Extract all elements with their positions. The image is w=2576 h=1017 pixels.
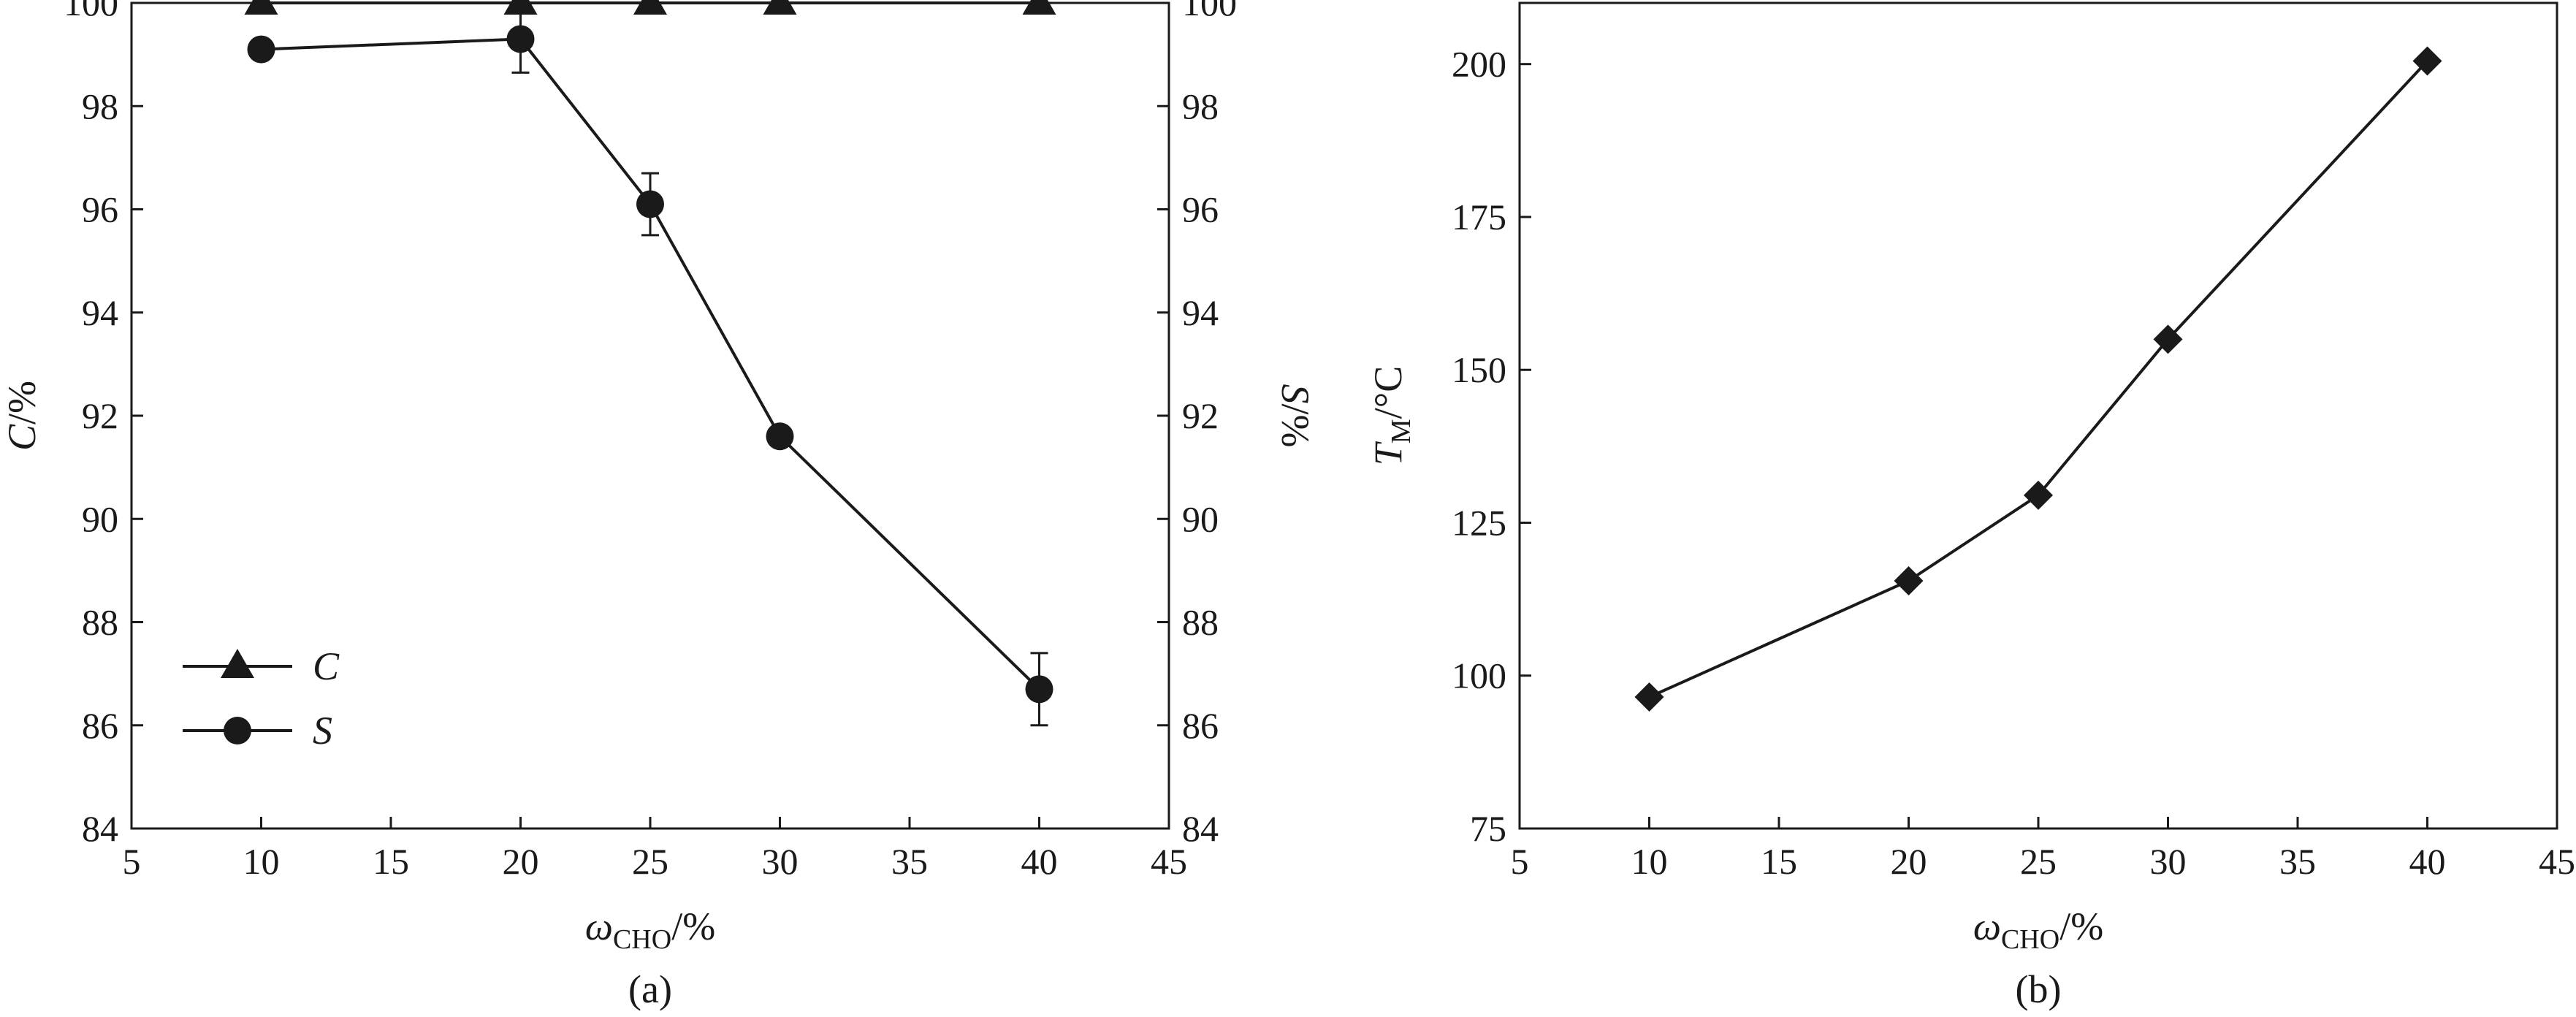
panel-a-y-right-tick-label: 90: [1182, 498, 1219, 539]
panel-a-y-right-tick-label: 100: [1182, 0, 1237, 23]
panel-b-x-tick-label: 25: [2020, 841, 2057, 882]
panel-a-line-s: [261, 37, 1040, 690]
panel-a-y-tick-label: 86: [82, 705, 118, 746]
panel-a-x-tick-label: 10: [243, 841, 280, 882]
panel-b-y-tick-label: 75: [1470, 808, 1506, 849]
panel-a-series: [244, 0, 1056, 727]
panel-a-point-c: [763, 0, 797, 15]
panel-b-x-tick-label: 30: [2150, 841, 2187, 882]
plot-frame-b: [1518, 1, 2558, 830]
panel-b: 5 10 15 20 25 30 35 40 45 75 100 125 150 175 200 TM/°C…: [1366, 1, 2575, 1011]
panel-a-caption: (a): [628, 967, 672, 1011]
panel-a-y-right-tick-label: 98: [1182, 85, 1219, 126]
legend-label-s: S: [313, 709, 332, 753]
legend-circle-marker: [224, 717, 251, 744]
panel-b-x-tick-label: 10: [1631, 841, 1668, 882]
panel-a-point-s: [506, 25, 535, 53]
panel-a-y-right-tick-label: 84: [1182, 808, 1219, 849]
panel-a-y-left-var: C: [0, 424, 44, 451]
panel-b-x-tick-label: 45: [2539, 841, 2575, 882]
legend-item-s: S: [183, 709, 332, 753]
panel-b-x-tick-label: 35: [2279, 841, 2316, 882]
panel-b-y-tick-label: 125: [1452, 502, 1506, 543]
panel-b-ticks: 5 10 15 20 25 30 35 40 45 75 100 125 150 175 200: [1452, 44, 2575, 882]
panel-a-x-tick-label: 15: [373, 841, 409, 882]
panel-a-y-tick-label: 84: [82, 808, 118, 849]
panel-b-x-var: ω: [1973, 904, 2001, 948]
panel-a-x-tick-label: 40: [1021, 841, 1058, 882]
panel-a-y-tick-label: 92: [82, 395, 118, 436]
panel-a-y-tick-label: 96: [82, 189, 118, 230]
panel-b-x-tick-label: 20: [1891, 841, 1927, 882]
panel-a-x-tick-label: 25: [632, 841, 668, 882]
panel-a-x-tick-label: 5: [123, 841, 141, 882]
panel-b-y-label: TM/°C: [1366, 366, 1417, 465]
panel-a-y-right-tick-label: 92: [1182, 395, 1219, 436]
panel-b-point-series0: [2024, 480, 2053, 510]
panel-a-y-right-tick-label: 96: [1182, 189, 1219, 230]
panel-a-y-tick-label: 100: [64, 0, 118, 23]
panel-a-point-c: [1022, 0, 1056, 15]
panel-a-x-tick-label: 30: [762, 841, 799, 882]
panel-b-x-label: ωCHO/%: [1973, 904, 2103, 955]
panel-a-point-s: [1025, 675, 1053, 704]
panel-a-y-right-label: S/%: [1273, 384, 1317, 448]
panel-a-y-tick-label: 94: [82, 292, 118, 333]
panel-a-x-sub: CHO: [613, 924, 671, 955]
panel-a-y-right-unit: /%: [1273, 404, 1317, 448]
panel-b-y-tick-label: 150: [1452, 349, 1506, 390]
panel-a-y-right-var: S: [1273, 384, 1317, 404]
panel-b-x-sub: CHO: [2001, 924, 2059, 955]
panel-a-x-unit: /%: [671, 904, 715, 948]
panel-b-y-unit: /°C: [1366, 366, 1410, 419]
panel-a-point-c: [244, 0, 278, 15]
panel-a-x-tick-label: 45: [1151, 841, 1187, 882]
panel-b-y-var: T: [1366, 441, 1410, 465]
panel-b-series: [1634, 46, 2442, 712]
legend-item-c: C: [183, 644, 340, 688]
panel-b-x-tick-label: 5: [1511, 841, 1529, 882]
panel-b-y-tick-label: 200: [1452, 44, 1506, 85]
panel-a-point-s: [636, 190, 664, 218]
panel-a-x-label: ωCHO/%: [585, 904, 715, 955]
panel-a-x-tick-label: 20: [503, 841, 539, 882]
panel-a-y-right-tick-label: 88: [1182, 602, 1219, 643]
panel-a-y-tick-label: 88: [82, 602, 118, 643]
panel-b-point-series0: [1894, 566, 1924, 595]
panel-a-y-tick-label: 98: [82, 85, 118, 126]
panel-a-y-tick-label: 90: [82, 498, 118, 539]
legend-label-c: C: [313, 644, 340, 688]
panel-b-caption: (b): [2016, 967, 2062, 1011]
panel-a-y-left-unit: /%: [0, 381, 44, 424]
plot-frame-a: [130, 1, 1170, 830]
panel-a-y-right-tick-label: 94: [1182, 292, 1219, 333]
panel-b-x-tick-label: 15: [1761, 841, 1797, 882]
legend-triangle-marker: [221, 649, 254, 678]
panel-a-point-s: [766, 422, 794, 451]
panel-a-point-s: [247, 35, 275, 64]
panel-b-point-series0: [2412, 46, 2442, 76]
panel-b-point-series0: [2153, 324, 2183, 354]
panel-b-y-sub: M: [1386, 419, 1417, 443]
panel-a-y-right-tick-label: 86: [1182, 705, 1219, 746]
panel-b-x-tick-label: 40: [2409, 841, 2446, 882]
panel-b-line-series0: [1648, 60, 2428, 698]
panel-a-y-left-label: C/%: [0, 381, 44, 451]
panel-b-x-unit: /%: [2059, 904, 2103, 948]
panel-a-legend: C S: [183, 644, 340, 753]
panel-a-point-c: [633, 0, 667, 15]
panel-b-y-tick-label: 175: [1452, 197, 1506, 237]
panel-b-point-series0: [1634, 682, 1664, 712]
panel-b-y-tick-label: 100: [1452, 655, 1506, 696]
panel-a-x-var: ω: [585, 904, 613, 948]
panel-a-x-tick-label: 35: [891, 841, 928, 882]
